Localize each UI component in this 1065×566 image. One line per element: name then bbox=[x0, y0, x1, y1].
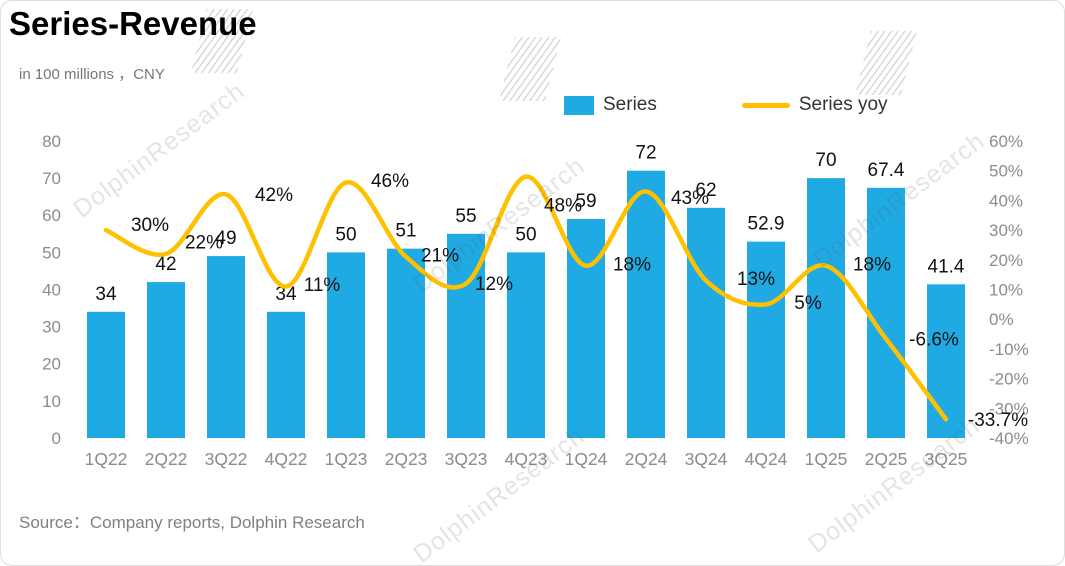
left-axis-tick: 10 bbox=[42, 392, 61, 411]
bar bbox=[867, 187, 905, 438]
x-axis-label: 1Q25 bbox=[805, 449, 848, 469]
bar-value-label: 42 bbox=[155, 254, 176, 275]
chart-subtitle: in 100 millions ，CNY bbox=[19, 66, 165, 83]
bar bbox=[87, 311, 125, 438]
legend-bar-swatch bbox=[564, 95, 594, 115]
x-axis-label: 3Q22 bbox=[205, 449, 248, 469]
right-axis-tick: 10% bbox=[989, 280, 1023, 299]
yoy-value-label: 46% bbox=[371, 171, 409, 192]
x-axis-label: 3Q24 bbox=[685, 449, 728, 469]
right-axis-tick: 20% bbox=[989, 251, 1023, 270]
x-axis-label: 4Q22 bbox=[265, 449, 308, 469]
legend: Series Series yoy bbox=[564, 94, 888, 116]
bar-value-label: 70 bbox=[815, 150, 836, 171]
chart-title: Series-Revenue bbox=[9, 5, 257, 42]
x-axis-label: 1Q23 bbox=[325, 449, 368, 469]
yoy-value-label: -6.6% bbox=[909, 329, 959, 350]
x-axis-label: 2Q25 bbox=[865, 449, 908, 469]
yoy-value-label: 12% bbox=[475, 274, 513, 295]
yoy-value-label: 5% bbox=[794, 293, 822, 314]
x-axis-label: 3Q25 bbox=[925, 449, 968, 469]
bar-value-label: 49 bbox=[215, 228, 236, 249]
bar bbox=[327, 252, 365, 438]
legend-item-series: Series bbox=[564, 94, 657, 116]
x-axis-label: 4Q24 bbox=[745, 449, 788, 469]
yoy-value-label: -33.7% bbox=[968, 410, 1028, 431]
x-axis-label: 2Q23 bbox=[385, 449, 428, 469]
yoy-value-label: 30% bbox=[131, 215, 169, 236]
yoy-value-label: 13% bbox=[737, 269, 775, 290]
yoy-value-label: 21% bbox=[421, 245, 459, 266]
yoy-value-label: 43% bbox=[671, 188, 709, 209]
bar-value-label: 72 bbox=[635, 143, 656, 164]
bar bbox=[387, 248, 425, 438]
yoy-value-label: 42% bbox=[255, 185, 293, 206]
yoy-line bbox=[103, 174, 949, 422]
right-axis-tick: -40% bbox=[989, 429, 1029, 448]
left-axis-tick: 0 bbox=[52, 429, 61, 448]
source-note: Source：Company reports, Dolphin Research bbox=[19, 513, 365, 532]
x-axis-label: 4Q23 bbox=[505, 449, 548, 469]
yoy-value-label: 11% bbox=[304, 275, 341, 296]
bar-value-label: 59 bbox=[575, 191, 596, 212]
yoy-value-label: 18% bbox=[853, 254, 891, 275]
left-axis-tick: 40 bbox=[42, 280, 61, 299]
left-axis-tick: 80 bbox=[42, 132, 61, 151]
bar bbox=[927, 284, 965, 438]
right-axis-tick: -10% bbox=[989, 340, 1029, 359]
bar bbox=[147, 282, 185, 438]
left-axis-tick: 50 bbox=[42, 243, 61, 262]
bar bbox=[507, 252, 545, 438]
right-axis-tick: 0% bbox=[989, 310, 1014, 329]
bar bbox=[627, 170, 665, 438]
right-axis-tick: 40% bbox=[989, 191, 1023, 210]
yoy-value-label: 48% bbox=[544, 195, 582, 216]
yoy-value-label: 18% bbox=[613, 254, 651, 275]
right-axis-tick: 60% bbox=[989, 132, 1023, 151]
bar-value-label: 50 bbox=[335, 224, 356, 245]
bar bbox=[267, 311, 305, 438]
x-axis-label: 1Q22 bbox=[85, 449, 128, 469]
bar-value-label: 52.9 bbox=[748, 214, 785, 235]
bar-value-label: 50 bbox=[515, 224, 536, 245]
right-axis-tick: -30% bbox=[989, 399, 1029, 418]
legend-item-series-yoy: Series yoy bbox=[741, 94, 888, 116]
x-axis-label: 2Q22 bbox=[145, 449, 188, 469]
legend-series-label: Series bbox=[603, 94, 657, 115]
right-axis-tick: 30% bbox=[989, 221, 1023, 240]
legend-series-yoy-label: Series yoy bbox=[798, 94, 888, 115]
bar-value-label: 34 bbox=[95, 284, 117, 305]
left-axis-tick: 60 bbox=[42, 206, 61, 225]
bar-value-label: 67.4 bbox=[868, 160, 905, 181]
bar-value-label: 41.4 bbox=[928, 256, 965, 277]
left-axis-tick: 70 bbox=[42, 169, 61, 188]
left-axis-tick: 30 bbox=[42, 318, 61, 337]
bar-value-label: 34 bbox=[275, 284, 297, 305]
x-axis-label: 2Q24 bbox=[625, 449, 668, 469]
x-axis-label: 3Q23 bbox=[445, 449, 488, 469]
bar bbox=[207, 256, 245, 438]
bar-value-label: 55 bbox=[455, 206, 476, 227]
legend-line-swatch bbox=[741, 102, 790, 108]
bar bbox=[807, 178, 845, 438]
right-axis-tick: 50% bbox=[989, 162, 1023, 181]
bar-value-label: 51 bbox=[395, 221, 416, 242]
left-axis-tick: 20 bbox=[42, 355, 61, 374]
right-axis-tick: -20% bbox=[989, 370, 1029, 389]
bar bbox=[747, 241, 785, 438]
bar-value-label: 62 bbox=[695, 180, 716, 201]
yoy-value-label: 22% bbox=[185, 233, 223, 254]
bar bbox=[687, 207, 725, 438]
x-axis-label: 1Q24 bbox=[565, 449, 608, 469]
